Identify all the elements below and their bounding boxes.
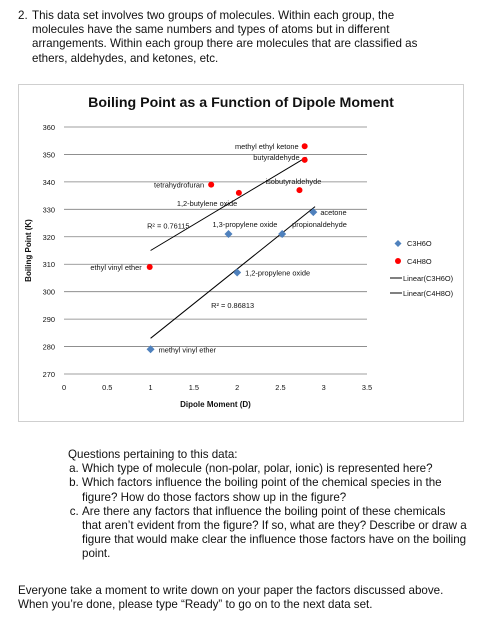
x-tick-label: 2 (235, 383, 239, 392)
data-point-label: 1,2-propylene oxide (245, 268, 310, 277)
data-point-c4h8o (302, 143, 308, 149)
data-point-c4h8o (208, 182, 214, 188)
questions-intro: Questions pertaining to this data: (68, 448, 468, 462)
data-point-c4h8o (302, 157, 308, 163)
data-point-c3h6o (233, 268, 241, 276)
data-point-label: isobutyraldehyde (265, 177, 321, 186)
x-tick-label: 0.5 (102, 383, 112, 392)
legend-marker-c3h6o (395, 240, 402, 247)
data-point-label: 1,2-butylene oxide (177, 199, 237, 208)
instruction-line: When you’re done, please type “Ready” to… (18, 598, 478, 612)
y-tick-label: 330 (43, 205, 55, 214)
question-item: Which factors influence the boiling poin… (82, 476, 468, 504)
question-item: Are there any factors that influence the… (82, 505, 468, 562)
legend-label: Linear(C3H6O) (403, 274, 453, 283)
y-tick-label: 340 (43, 178, 55, 187)
y-tick-label: 360 (43, 123, 55, 132)
x-tick-label: 0 (62, 383, 66, 392)
instruction-line: Everyone take a moment to write down on … (18, 584, 478, 598)
data-point-label: butyraldehyde (253, 153, 299, 162)
x-axis-title: Dipole Moment (D) (180, 400, 251, 409)
x-tick-label: 1 (149, 383, 153, 392)
data-point-label: methyl ethyl ketone (235, 142, 299, 151)
y-tick-label: 280 (43, 343, 55, 352)
y-tick-label: 310 (43, 260, 55, 269)
x-tick-label: 1.5 (189, 383, 199, 392)
boiling-point-chart: 270 280 290 300 310 320 330 340 350 360 0 0.5 1 1.5 2 2… (0, 0, 489, 440)
data-point-label: tetrahydrofuran (154, 181, 204, 190)
x-tick-label: 3 (322, 383, 326, 392)
y-tick-label: 320 (43, 233, 55, 242)
data-point-label: acetone (320, 208, 346, 217)
questions-block: Questions pertaining to this data: Which… (68, 448, 468, 562)
y-tick-label: 290 (43, 315, 55, 324)
y-tick-label: 300 (43, 288, 55, 297)
question-item: Which type of molecule (non-polar, polar… (82, 462, 468, 476)
legend-label: C3H6O (407, 239, 432, 248)
data-point-label: ethyl vinyl ether (90, 263, 142, 272)
legend-label: C4H8O (407, 257, 432, 266)
y-tick-label: 270 (43, 370, 55, 379)
x-tick-label: 2.5 (275, 383, 285, 392)
data-point-c4h8o (296, 187, 302, 193)
r-squared-label: R² = 0.76115 (147, 222, 189, 231)
y-axis-title: Boiling Point (K) (24, 219, 33, 282)
legend-label: Linear(C4H8O) (403, 289, 453, 298)
questions-list: Which type of molecule (non-polar, polar… (68, 462, 468, 561)
y-tick-label: 350 (43, 150, 55, 159)
data-point-label: propionaldehyde (292, 220, 347, 229)
legend-marker-c4h8o (395, 258, 401, 264)
data-point-c4h8o (147, 264, 153, 270)
x-tick-label: 3.5 (362, 383, 372, 392)
data-point-label: 1,3-propylene oxide (212, 220, 277, 229)
instructions: Everyone take a moment to write down on … (18, 584, 478, 612)
data-point-c4h8o (236, 190, 242, 196)
r-squared-label: R² = 0.86813 (211, 301, 254, 310)
data-point-label: methyl vinyl ether (159, 345, 217, 354)
